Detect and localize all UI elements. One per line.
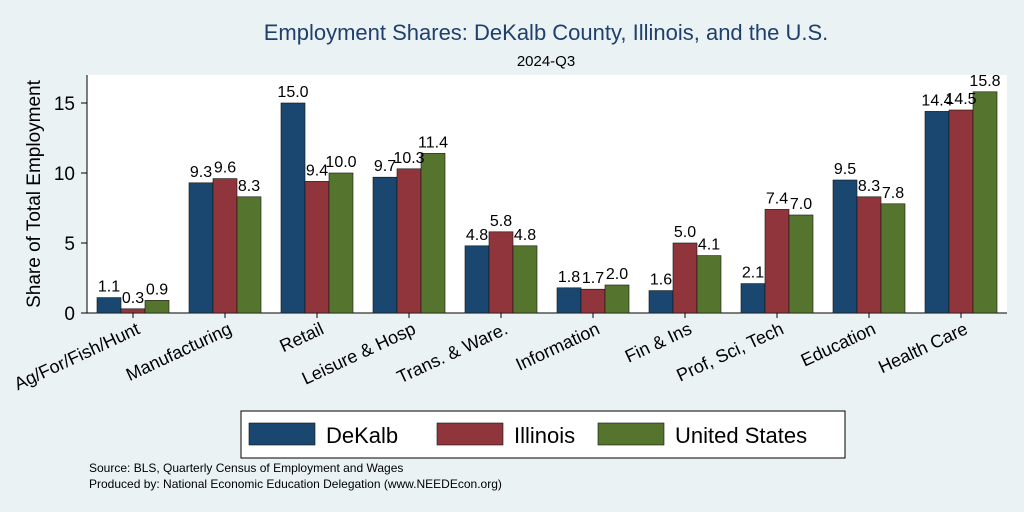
bar xyxy=(556,287,582,314)
bar xyxy=(972,91,998,314)
data-label: 2.1 xyxy=(742,265,764,282)
y-tick-label: 5 xyxy=(64,234,75,255)
bar xyxy=(188,182,214,314)
legend-swatch xyxy=(248,422,316,446)
bar xyxy=(144,300,170,314)
bar xyxy=(672,242,698,314)
category-label: Information xyxy=(513,318,603,374)
data-label: 9.7 xyxy=(374,158,396,175)
y-tick-label: 0 xyxy=(64,304,75,325)
bar xyxy=(464,245,490,314)
category-label: Retail xyxy=(277,318,327,356)
bar xyxy=(236,196,262,314)
category-label: Manufacturing xyxy=(123,318,235,384)
bar xyxy=(512,245,538,314)
legend-swatch xyxy=(597,422,665,446)
bar xyxy=(580,288,606,314)
chart-title: Employment Shares: DeKalb County, Illino… xyxy=(264,20,829,45)
legend-swatch xyxy=(436,422,504,446)
bar xyxy=(212,178,238,314)
data-label: 9.4 xyxy=(306,162,328,179)
data-label: 0.9 xyxy=(146,281,168,298)
bar xyxy=(948,109,974,314)
data-label: 7.0 xyxy=(790,196,812,213)
data-label: 9.6 xyxy=(214,160,236,177)
bar xyxy=(372,176,398,314)
data-label: 14.5 xyxy=(945,91,976,108)
source-note: Source: BLS, Quarterly Census of Employm… xyxy=(89,461,403,475)
data-labels: 1.10.3 0.99.3 9.68.315.09.410.0 9.710.311.4… xyxy=(98,73,1001,307)
data-label: 7.8 xyxy=(882,185,904,202)
bar xyxy=(740,283,766,314)
legend: DeKalb Illinois United States xyxy=(248,422,807,448)
bar xyxy=(648,290,674,314)
y-axis-label: Share of Total Employment xyxy=(24,79,45,307)
bar xyxy=(856,196,882,314)
bar xyxy=(96,297,122,314)
data-label: 4.8 xyxy=(466,227,488,244)
bar xyxy=(420,153,446,314)
data-label: 10.0 xyxy=(325,154,356,171)
y-ticks: 0 5 10 15 xyxy=(54,94,87,325)
data-label: 0.3 xyxy=(122,290,144,307)
bar xyxy=(604,284,630,314)
bar xyxy=(280,102,306,314)
data-label: 1.8 xyxy=(558,269,580,286)
data-label: 9.5 xyxy=(834,161,856,178)
legend-label: Illinois xyxy=(514,423,575,448)
data-label: 1.6 xyxy=(650,272,672,289)
data-label: 9.3 xyxy=(190,164,212,181)
data-label: 15.0 xyxy=(277,84,308,101)
bar xyxy=(328,172,354,314)
legend-box xyxy=(240,410,846,459)
chart-subtitle: 2024-Q3 xyxy=(517,53,575,70)
y-tick-label: 15 xyxy=(54,94,75,115)
bar xyxy=(880,203,906,314)
category-label: Fin & Ins xyxy=(622,318,695,366)
data-label: 1.1 xyxy=(98,279,120,296)
bar xyxy=(488,231,514,314)
data-label: 14.4 xyxy=(921,92,952,109)
bar xyxy=(764,209,790,314)
bar xyxy=(832,179,858,314)
legend-label: United States xyxy=(675,423,807,448)
category-label: Ag/For/Fish/Hunt xyxy=(11,318,143,394)
bar xyxy=(788,214,814,314)
data-label: 4.1 xyxy=(698,237,720,254)
bar xyxy=(924,111,950,314)
bar xyxy=(120,308,146,314)
data-label: 8.3 xyxy=(238,178,260,195)
data-label: 4.8 xyxy=(514,227,536,244)
data-label: 10.3 xyxy=(393,150,424,167)
legend-label: DeKalb xyxy=(326,423,398,448)
category-label: Health Care xyxy=(875,318,971,377)
bars xyxy=(96,91,998,314)
data-label: 5.0 xyxy=(674,224,696,241)
data-label: 1.7 xyxy=(582,270,604,287)
data-label: 8.3 xyxy=(858,178,880,195)
data-label: 5.8 xyxy=(490,213,512,230)
bar xyxy=(396,168,422,314)
bar xyxy=(304,181,330,314)
data-label: 2.0 xyxy=(606,266,628,283)
produced-by-note: Produced by: National Economic Education… xyxy=(89,477,502,491)
y-tick-label: 10 xyxy=(54,164,75,185)
data-label: 7.4 xyxy=(766,190,788,207)
bar xyxy=(696,255,722,314)
data-label: 11.4 xyxy=(418,134,448,151)
data-label: 15.8 xyxy=(969,73,1000,90)
category-label: Education xyxy=(798,318,879,370)
